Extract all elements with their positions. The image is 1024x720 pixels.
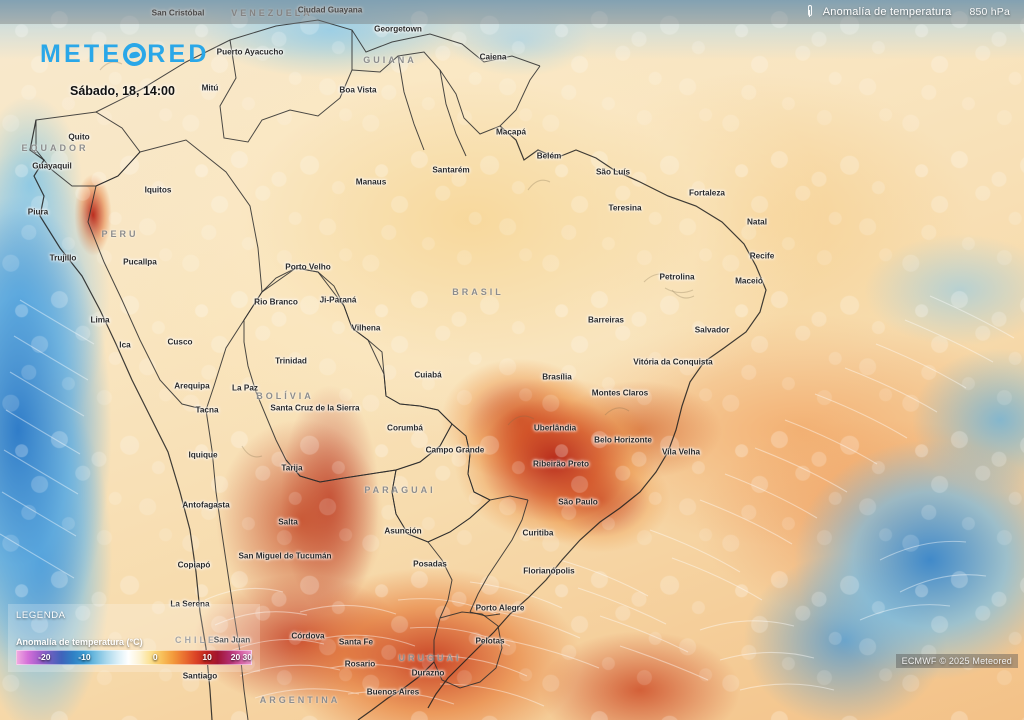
legend-tick: -20 xyxy=(38,652,51,662)
legend-tick: 0 xyxy=(152,652,158,662)
legend-tick: 10 xyxy=(202,652,212,662)
legend-panel: LEGENDA Anomalía de temperatura (°C) -20… xyxy=(8,604,260,672)
layer-title: Anomalía de temperatura xyxy=(822,6,952,18)
legend-heading: LEGENDA xyxy=(16,610,66,621)
legend-tick-labels: -20 -10 0 10 20 30 xyxy=(16,650,252,665)
legend-tick: 30 xyxy=(242,652,252,662)
legend-tick: -10 xyxy=(78,652,91,662)
pressure-level-label: 850 hPa xyxy=(969,6,1010,18)
logo-text-right: RED xyxy=(147,40,210,68)
thermometer-icon xyxy=(805,5,815,19)
legend-tick: 20 xyxy=(230,652,241,662)
layer-info-bar: Anomalía de temperatura 850 hPa xyxy=(0,0,1024,24)
legend-title: Anomalía de temperatura (°C) xyxy=(16,637,143,647)
logo-text-left: METE xyxy=(40,40,123,68)
map-attribution: ECMWF © 2025 Meteored xyxy=(895,654,1018,668)
legend-colorbar xyxy=(16,650,252,665)
forecast-timestamp: Sábado, 18, 14:00 xyxy=(70,84,175,98)
legend-colorbar-wrap: -20 -10 0 10 20 30 xyxy=(16,650,252,665)
meteored-logo[interactable]: METE RED xyxy=(40,40,210,69)
logo-drop-icon xyxy=(123,43,147,66)
